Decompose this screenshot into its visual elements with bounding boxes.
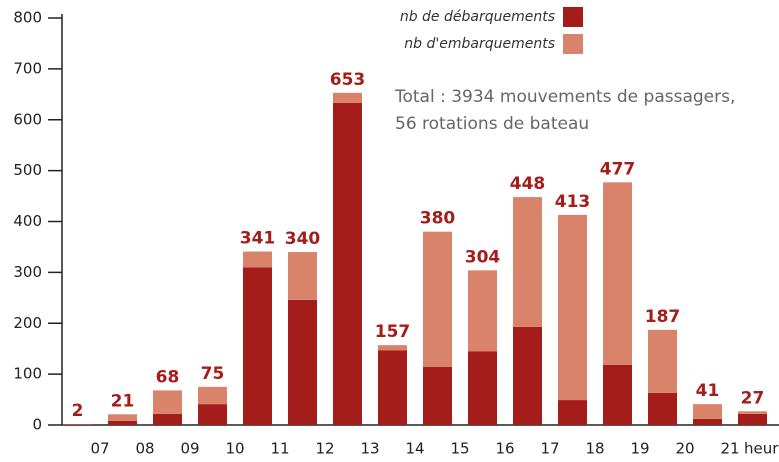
bar-segment (423, 367, 452, 425)
x-tick-label: 07 (90, 440, 109, 458)
bar-segment (288, 299, 317, 425)
x-tick-label: 17 (540, 440, 559, 458)
legend-swatch (563, 34, 583, 54)
y-tick-label: 0 (32, 416, 42, 434)
x-tick-label: 08 (135, 440, 154, 458)
y-tick-label: 100 (13, 365, 42, 383)
x-tick-label: 09 (180, 440, 199, 458)
total-label: 75 (201, 364, 225, 384)
y-tick-label: 400 (13, 212, 42, 230)
bar-segment (423, 231, 452, 368)
bar-segment (738, 411, 767, 414)
bar-segment (378, 345, 407, 351)
bar-segment (108, 420, 137, 425)
bar-segment (558, 400, 587, 425)
legend-label: nb de débarquements (400, 9, 555, 25)
x-tick-label: 21 (720, 440, 739, 458)
x-tick-label: 20 (675, 440, 694, 458)
y-tick-label: 800 (13, 9, 42, 27)
bar-segment (558, 214, 587, 401)
total-label: 341 (240, 229, 276, 249)
bar-segment (693, 418, 722, 425)
total-label: 413 (555, 192, 591, 212)
bar-segment (648, 329, 677, 393)
total-label: 653 (330, 70, 366, 90)
y-tick-label: 500 (13, 161, 42, 179)
total-label: 340 (285, 229, 321, 249)
total-label: 477 (600, 159, 636, 179)
total-label: 380 (420, 209, 456, 229)
x-axis-label: heures (744, 440, 779, 458)
bar-segment (333, 102, 362, 426)
y-tick-label: 600 (13, 110, 42, 128)
x-tick-label: 16 (495, 440, 514, 458)
bar-segment (63, 423, 92, 425)
total-label: 157 (375, 322, 411, 342)
bar-segment (513, 197, 542, 327)
x-tick-label: 18 (585, 440, 604, 458)
x-tick-label: 15 (450, 440, 469, 458)
bar-segment (198, 404, 227, 425)
annotation: Total : 3934 mouvements de passagers, (394, 87, 735, 107)
total-label: 68 (156, 367, 180, 387)
bar-segment (198, 386, 227, 405)
x-tick-label: 12 (315, 440, 334, 458)
bar-segment (693, 404, 722, 419)
total-label: 187 (645, 307, 681, 327)
bar-segment (648, 392, 677, 425)
bar-segment (243, 251, 272, 268)
bar-segment (153, 413, 182, 425)
bar-segment (603, 364, 632, 425)
total-label: 27 (741, 388, 765, 408)
bar-segment (63, 424, 92, 425)
x-tick-label: 11 (270, 440, 289, 458)
bar-segment (603, 182, 632, 365)
bar-segment (108, 414, 137, 421)
total-label: 448 (510, 174, 546, 194)
bar-segment (468, 351, 497, 425)
bar-segment (153, 390, 182, 414)
bar-segment (288, 252, 317, 300)
x-tick-label: 13 (360, 440, 379, 458)
legend-label: nb d'embarquements (404, 36, 555, 52)
y-tick-label: 700 (13, 59, 42, 77)
total-label: 2 (72, 401, 84, 421)
x-tick-label: 19 (630, 440, 649, 458)
legend-swatch (563, 7, 583, 27)
total-label: 21 (111, 391, 135, 411)
bar-segment (513, 326, 542, 425)
y-tick-label: 300 (13, 263, 42, 281)
bar-segment (378, 350, 407, 425)
bar-segment (468, 270, 497, 352)
x-tick-label: 14 (405, 440, 424, 458)
annotation: 56 rotations de bateau (395, 114, 589, 134)
total-label: 304 (465, 247, 501, 267)
bar-segment (738, 413, 767, 425)
bar-segment (243, 267, 272, 425)
x-tick-label: 10 (225, 440, 244, 458)
y-tick-label: 200 (13, 314, 42, 332)
total-label: 41 (696, 381, 720, 401)
bar-segment (333, 92, 362, 103)
